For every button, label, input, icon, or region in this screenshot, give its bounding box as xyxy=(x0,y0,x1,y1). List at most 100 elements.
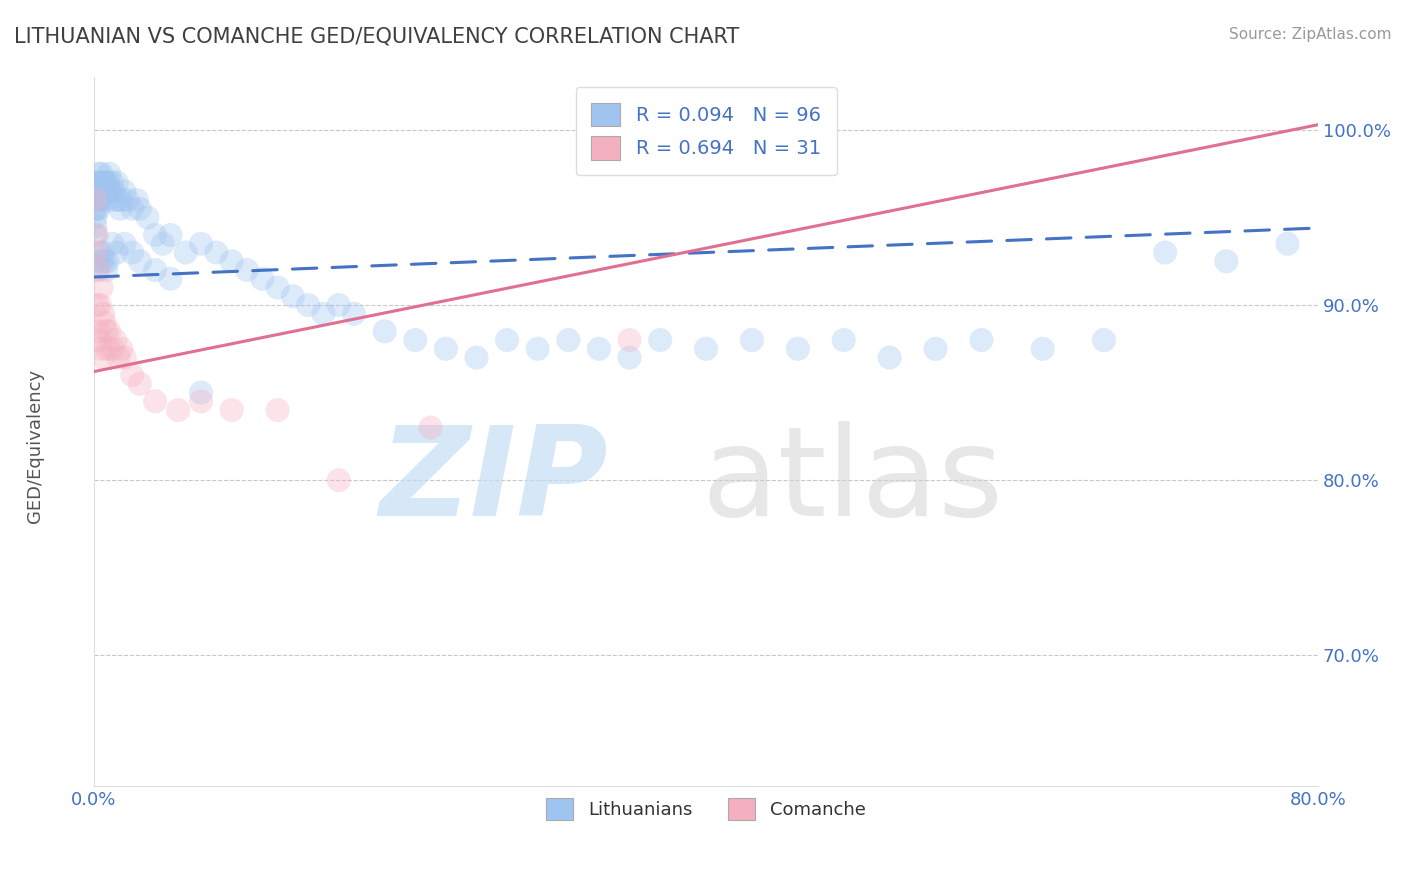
Point xyxy=(205,245,228,260)
Point xyxy=(98,167,121,181)
Point xyxy=(128,376,150,391)
Point xyxy=(266,280,288,294)
Point xyxy=(125,193,148,207)
Point xyxy=(87,254,110,268)
Point xyxy=(87,324,110,338)
Point xyxy=(221,403,243,417)
Point xyxy=(114,351,136,365)
Point xyxy=(695,342,717,356)
Point xyxy=(86,202,108,216)
Point xyxy=(1277,236,1299,251)
Point xyxy=(143,227,166,242)
Point xyxy=(832,333,855,347)
Point xyxy=(87,202,110,216)
Point xyxy=(374,324,396,338)
Point xyxy=(619,333,641,347)
Point xyxy=(97,193,120,207)
Point xyxy=(97,176,120,190)
Point xyxy=(190,236,212,251)
Point xyxy=(465,351,488,365)
Point xyxy=(1092,333,1115,347)
Point xyxy=(84,193,107,207)
Point xyxy=(104,333,127,347)
Point xyxy=(97,254,120,268)
Point xyxy=(434,342,457,356)
Point xyxy=(87,184,110,198)
Point xyxy=(619,351,641,365)
Text: GED/Equivalency: GED/Equivalency xyxy=(27,369,44,523)
Point xyxy=(114,184,136,198)
Point xyxy=(650,333,672,347)
Point xyxy=(266,403,288,417)
Point xyxy=(91,245,114,260)
Point xyxy=(221,254,243,268)
Point xyxy=(1032,342,1054,356)
Point xyxy=(101,176,124,190)
Text: ZIP: ZIP xyxy=(380,421,609,542)
Point xyxy=(84,211,107,225)
Point xyxy=(90,176,112,190)
Point xyxy=(86,176,108,190)
Point xyxy=(136,211,159,225)
Point xyxy=(236,263,259,277)
Point xyxy=(98,184,121,198)
Point xyxy=(167,403,190,417)
Point xyxy=(93,316,115,330)
Text: Source: ZipAtlas.com: Source: ZipAtlas.com xyxy=(1229,27,1392,42)
Point xyxy=(297,298,319,312)
Point xyxy=(741,333,763,347)
Point xyxy=(89,245,111,260)
Point xyxy=(190,385,212,400)
Point xyxy=(496,333,519,347)
Point xyxy=(970,333,993,347)
Point xyxy=(128,202,150,216)
Point xyxy=(90,167,112,181)
Point xyxy=(281,289,304,303)
Text: atlas: atlas xyxy=(702,421,1004,542)
Point xyxy=(143,394,166,409)
Point xyxy=(159,272,181,286)
Point xyxy=(121,368,143,382)
Point xyxy=(103,184,125,198)
Point xyxy=(89,298,111,312)
Point xyxy=(91,176,114,190)
Point xyxy=(96,324,118,338)
Point xyxy=(328,473,350,487)
Point xyxy=(97,342,120,356)
Point xyxy=(110,342,132,356)
Point xyxy=(343,307,366,321)
Point xyxy=(93,184,115,198)
Point xyxy=(89,333,111,347)
Point xyxy=(96,263,118,277)
Point xyxy=(117,193,139,207)
Point xyxy=(143,263,166,277)
Point xyxy=(104,193,127,207)
Point xyxy=(588,342,610,356)
Point xyxy=(1215,254,1237,268)
Point xyxy=(879,351,901,365)
Point xyxy=(93,176,115,190)
Legend: Lithuanians, Comanche: Lithuanians, Comanche xyxy=(531,783,880,834)
Point xyxy=(91,351,114,365)
Point xyxy=(84,227,107,242)
Point xyxy=(101,342,124,356)
Point xyxy=(152,236,174,251)
Point xyxy=(86,263,108,277)
Point xyxy=(252,272,274,286)
Point xyxy=(107,351,129,365)
Point xyxy=(89,193,111,207)
Point xyxy=(84,193,107,207)
Point xyxy=(87,263,110,277)
Point xyxy=(121,202,143,216)
Point xyxy=(87,193,110,207)
Point xyxy=(328,298,350,312)
Point xyxy=(91,307,114,321)
Point xyxy=(86,298,108,312)
Point xyxy=(93,254,115,268)
Point xyxy=(174,245,197,260)
Text: LITHUANIAN VS COMANCHE GED/EQUIVALENCY CORRELATION CHART: LITHUANIAN VS COMANCHE GED/EQUIVALENCY C… xyxy=(14,27,740,46)
Point xyxy=(89,184,111,198)
Point xyxy=(128,254,150,268)
Point xyxy=(312,307,335,321)
Point xyxy=(110,193,132,207)
